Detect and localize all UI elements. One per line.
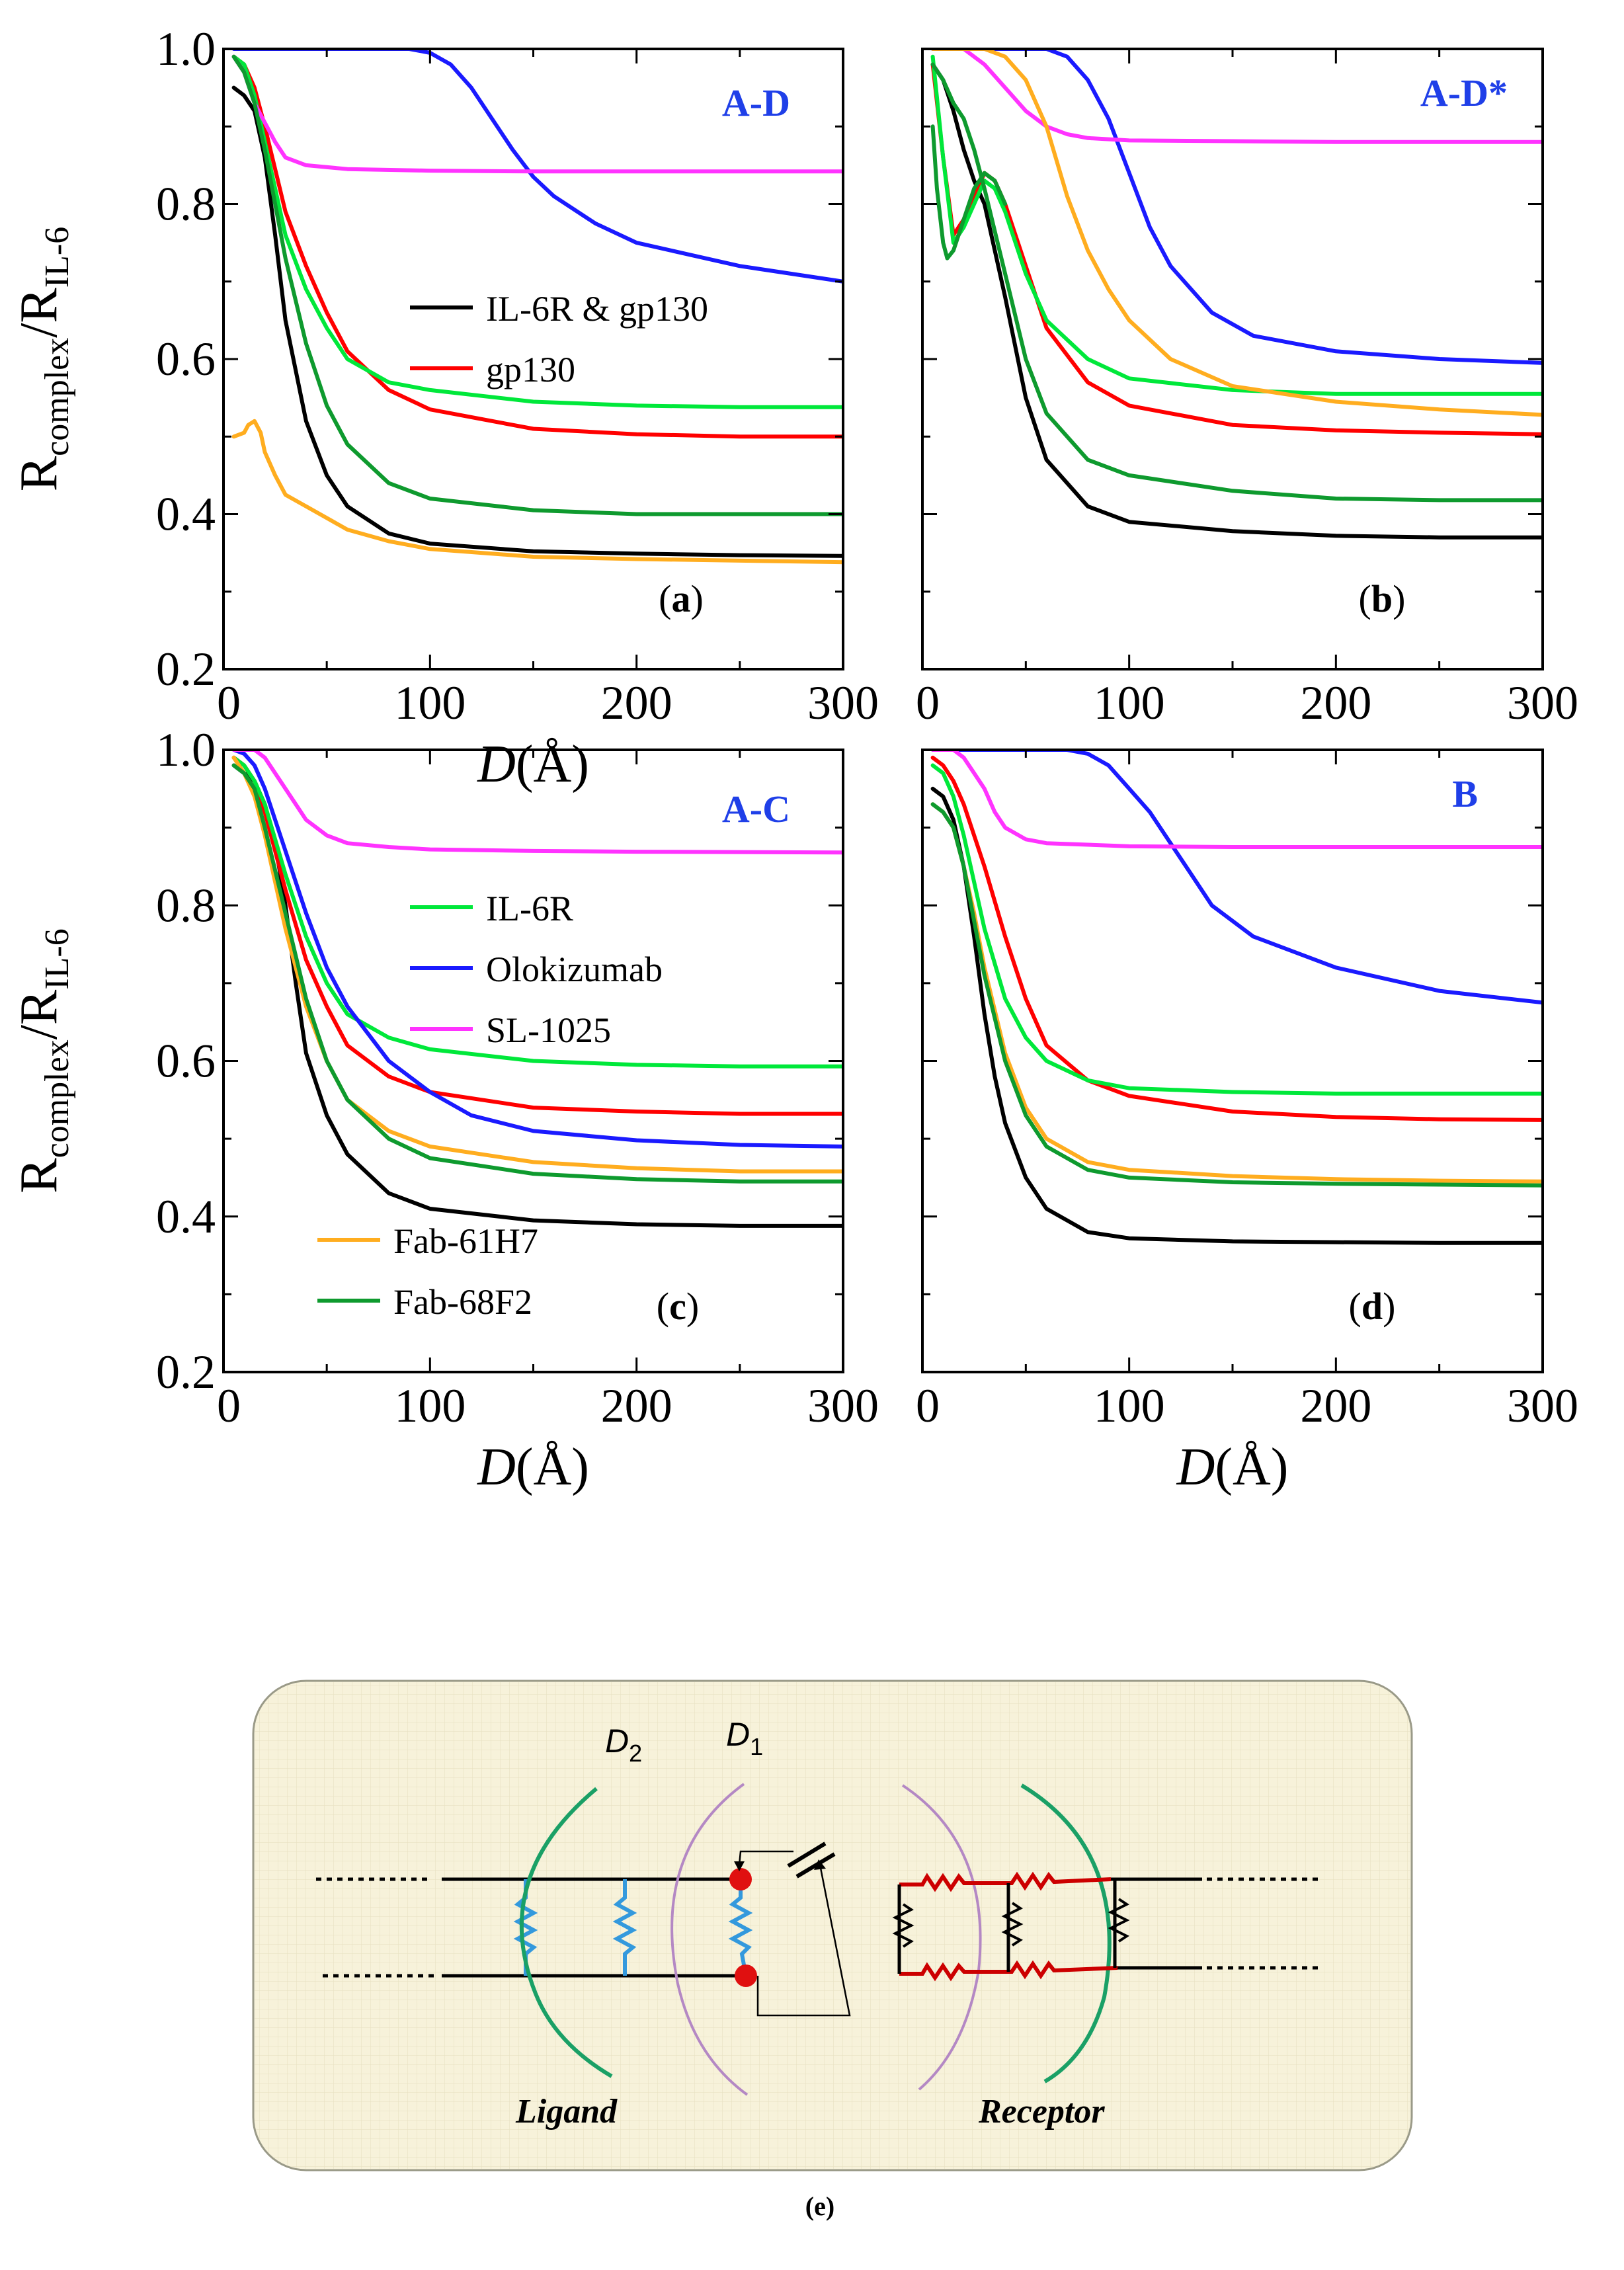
series-group [930,49,1543,540]
legend-label-fab-61h7: Fab-61H7 [393,1221,538,1261]
series-line-fab-68f2 [930,62,1543,503]
y-tick-label: 0.6 [156,1035,216,1088]
series-line-il-6r-gp130 [930,62,1543,540]
y-tick-label: 0.8 [156,178,216,231]
x-axis-label: D(Å) [1176,1438,1289,1496]
plot-frame [921,749,1544,1373]
x-tick-label: 200 [601,1379,672,1432]
x-axis-label: D(Å) [477,735,589,793]
series-line-sl-1025 [930,49,1543,144]
y-tick-label: 0.6 [156,333,216,385]
series-line-olokizumab [231,750,843,1149]
series-line-fab-61h7 [930,49,1543,417]
corner-label: A-D [722,81,790,124]
d1-arc-ligand [670,1783,749,2096]
arrow-to-top-atom [738,1850,793,1865]
panel-label: (c) [657,1285,699,1328]
series-line-fab-68f2 [930,124,1008,261]
corner-label: B [1452,772,1478,815]
d2-label: D2 [605,1723,642,1767]
panel-e-label: (e) [805,2191,834,2221]
x-tick-label: 200 [601,676,672,729]
x-tick-label: 200 [1300,676,1371,729]
ligand-spring [728,1879,753,1976]
y-tick-label: 0.8 [156,879,216,932]
series-line-gp130 [930,755,1543,1122]
y-tick-label: 0.4 [156,488,216,541]
x-tick-label: 100 [1094,676,1165,729]
y-axis-label: Rcomplex/RIL-6 [10,928,76,1193]
series-group [930,750,1543,1245]
series-line-fab-68f2 [930,802,1543,1188]
x-tick-label: 300 [1507,676,1578,729]
panel-label: (b) [1359,577,1406,620]
y-tick-label: 0.4 [156,1190,216,1243]
y-tick-label: 1.0 [156,723,216,776]
ligand-atom [735,1965,757,1987]
legend-label-fab-68f2: Fab-68F2 [393,1282,532,1322]
d2-arc-ligand [519,1787,613,2078]
series-line-olokizumab [930,750,1543,1005]
series-line-olokizumab [930,49,1543,365]
receptor-spring [1001,1902,1024,1947]
x-tick-label: 300 [807,676,879,729]
ligand-label: Ligand [515,2093,618,2130]
series-line-fab-68f2 [231,54,843,516]
series-line-fab-61h7 [231,419,843,565]
d1-arc-receptor [901,1784,982,2091]
schematic-panel-e: D2 D1 Ligand Receptor (e) [252,1680,1413,2221]
series-line-gp130 [930,62,1543,436]
legend-label-sl-1025: SL-1025 [486,1010,611,1050]
legend-label-gp130: gp130 [486,350,575,389]
x-tick-label: 0 [217,676,241,729]
ligand-atom [729,1868,752,1890]
ligand-spring [513,1879,538,1976]
x-axis-label: D(Å) [477,1438,589,1496]
panel-label: (a) [659,577,704,620]
panel-d: 0 100 200 300 D(Å) B (d) [916,749,1578,1496]
panel-c: 0 100 200 300 0.2 0.4 0.6 0.8 1.0 Rcomplex/RIL-6 D… [10,723,879,1496]
x-tick-label: 200 [1300,1379,1371,1432]
x-tick-label: 100 [394,676,466,729]
x-tick-label: 0 [916,676,940,729]
break-mark [795,1852,836,1879]
x-tick-label: 0 [217,1379,241,1432]
series-line-sl-1025 [231,750,843,855]
y-tick-label: 0.2 [156,643,216,696]
y-tick-label: 0.2 [156,1346,216,1398]
x-tick-label: 300 [807,1379,879,1432]
receptor-bottom-path [899,1960,1118,1982]
x-tick-label: 300 [1507,1379,1578,1432]
corner-label: A-C [722,788,790,831]
x-tick-label: 0 [916,1379,940,1432]
receptor-spring [1108,1898,1130,1943]
receptor-spring [892,1903,914,1948]
series-line-gp130 [231,54,843,439]
x-tick-label: 100 [1094,1379,1165,1432]
panel-a: 0 100 200 300 0.2 0.4 0.6 0.8 1.0 Rcomplex/RIL-6 D… [10,22,879,793]
series-line-il-6r [231,755,843,1069]
corner-label: A-D* [1420,71,1508,114]
series-line-sl-1025 [930,750,1543,849]
x-tick-label: 100 [394,1379,466,1432]
legend-label-olokizumab: Olokizumab [486,950,663,989]
legend-label-il-6r: IL-6R [486,889,573,928]
d2-arc-receptor [1020,1783,1112,2084]
break-mark [787,1842,827,1868]
d1-label: D1 [726,1716,763,1760]
series-line-il-6r [930,763,1543,1096]
ligand-spring [612,1879,637,1976]
panel-label: (d) [1349,1285,1396,1328]
arrow-head [734,1861,745,1871]
panel-b: 0 100 200 300 A-D* (b) [916,48,1578,729]
y-tick-label: 1.0 [156,22,216,75]
arrow-from-bottom-atom [756,1864,851,2017]
series-group [231,750,843,1228]
series-line-fab-68f2 [231,763,843,1184]
receptor-top-path [899,1871,1112,1892]
receptor-label: Receptor [978,2093,1105,2130]
legend-label-il-6r-gp130: IL-6R & gp130 [486,289,708,329]
y-axis-label: Rcomplex/RIL-6 [10,227,76,491]
